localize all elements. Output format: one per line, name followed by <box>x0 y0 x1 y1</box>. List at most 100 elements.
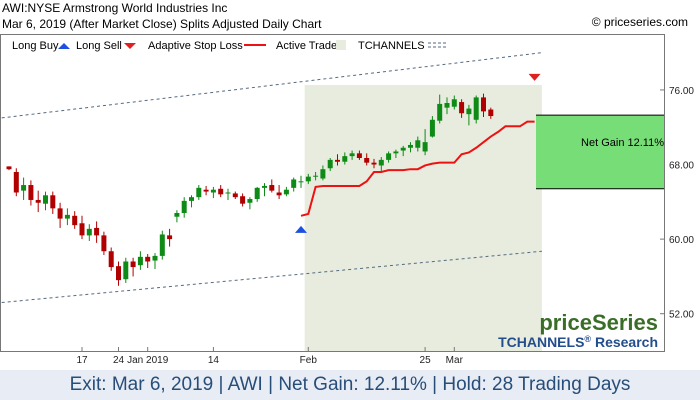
candle-up <box>313 175 319 177</box>
candle-up <box>254 187 260 200</box>
x-tick-label: Mar <box>446 355 464 366</box>
candle-down <box>130 261 136 268</box>
candle-up <box>444 102 450 108</box>
candle-up <box>210 189 216 193</box>
plot-frame <box>0 34 665 352</box>
candle-down <box>108 251 114 268</box>
candle-up <box>437 103 443 121</box>
candle-down <box>481 97 486 112</box>
candle-up <box>349 153 355 157</box>
candle-up <box>86 228 92 236</box>
candle-up <box>400 147 406 151</box>
candle-up <box>43 195 48 204</box>
candle-down <box>371 162 377 165</box>
legend-stop-loss: Adaptive Stop Loss <box>148 40 243 52</box>
candle-up <box>152 255 158 261</box>
candle-down <box>116 266 121 281</box>
candle-down <box>364 158 370 163</box>
candle-down <box>50 195 56 209</box>
candle-up <box>298 181 304 183</box>
candle-down <box>276 192 282 196</box>
copyright-text: © priceseries.com <box>591 15 688 29</box>
candle-up <box>174 213 180 217</box>
x-tick-label: Feb <box>300 355 318 366</box>
candle-up <box>415 140 421 148</box>
candle-up <box>189 197 194 201</box>
candle-up <box>247 199 253 203</box>
candle-down <box>203 189 209 192</box>
candle-up <box>305 176 311 182</box>
candle-up <box>378 159 384 166</box>
brand-logo: priceSeries <box>539 310 658 335</box>
candle-down <box>79 223 85 236</box>
legend: Long Buy Long Sell Adaptive Stop Loss Ac… <box>12 40 446 52</box>
net-gain-label: Net Gain 12.11% <box>581 137 664 149</box>
candle-down <box>167 235 173 240</box>
stop-loss-line <box>300 120 535 217</box>
buy-arrow-icon <box>295 225 307 233</box>
candle-up <box>137 256 143 266</box>
candle-up <box>159 234 165 256</box>
candle-up <box>123 261 129 280</box>
candle-up <box>320 169 326 179</box>
candle-down <box>13 171 19 193</box>
candle-up <box>422 142 428 152</box>
axis-ticks: 52.00 60.00 68.00 76.00 17 24 Jan 2019 14 Feb 25 M… <box>76 86 694 366</box>
candle-down <box>240 196 246 204</box>
candle-down <box>72 215 78 226</box>
y-tick-label: 60.00 <box>669 235 694 246</box>
x-tick-label: 14 <box>208 355 220 366</box>
candle-up <box>342 156 348 162</box>
candle-up <box>386 153 392 160</box>
candle-up <box>429 119 435 137</box>
candles <box>6 93 494 286</box>
candle-down <box>145 256 151 262</box>
candle-down <box>218 188 224 195</box>
legend-long-sell: Long Sell <box>76 40 122 52</box>
brand-product: TCHANNELS® Research <box>498 334 658 350</box>
candle-down <box>356 153 362 159</box>
x-tick-label: Jan 2019 <box>127 355 169 366</box>
x-tick-label: 24 <box>113 355 125 366</box>
candle-down <box>335 159 340 162</box>
candle-down <box>101 235 107 252</box>
channel-upper-line <box>1 52 542 119</box>
channel-lower-line <box>1 250 542 304</box>
x-tick-label: 17 <box>76 355 88 366</box>
sell-arrow-icon <box>528 73 541 81</box>
candle-up <box>196 187 202 198</box>
candle-up <box>393 151 399 154</box>
candle-up <box>473 97 479 120</box>
candle-up <box>283 189 289 195</box>
legend-sell-arrow-icon <box>124 43 136 49</box>
candle-up <box>64 214 70 219</box>
x-tick-label: 25 <box>420 355 432 366</box>
candle-down <box>488 109 494 117</box>
candle-up <box>291 179 297 188</box>
y-tick-label: 52.00 <box>669 310 694 321</box>
candle-down <box>94 227 100 236</box>
active-trade-region <box>304 85 542 351</box>
legend-tchannels: TCHANNELS <box>358 40 425 52</box>
trade-summary-footer: Exit: Mar 6, 2019 | AWI | Net Gain: 12.1… <box>0 370 700 400</box>
legend-active-swatch <box>336 40 346 50</box>
candle-down <box>6 166 12 170</box>
chart-title: AWI:NYSE Armstrong World Industries Inc <box>2 1 228 15</box>
candle-up <box>327 159 333 169</box>
candle-down <box>28 185 34 200</box>
candle-up <box>451 99 457 107</box>
candle-up <box>225 192 231 194</box>
candle-down <box>459 102 465 114</box>
net-gain-box <box>536 115 664 189</box>
chart-subtitle: Mar 6, 2019 (After Market Close) Splits … <box>2 17 322 31</box>
candle-down <box>232 193 238 198</box>
candle-up <box>21 185 27 191</box>
candle-down <box>57 208 63 219</box>
price-chart: 52.00 60.00 68.00 76.00 17 24 Jan 2019 14 Feb 25 M… <box>0 34 694 366</box>
y-tick-label: 76.00 <box>669 86 694 97</box>
legend-long-buy: Long Buy <box>12 40 59 52</box>
legend-active-trade: Active Trade <box>276 40 337 52</box>
legend-buy-arrow-icon <box>58 43 70 49</box>
candle-down <box>35 199 41 203</box>
candle-up <box>408 144 413 148</box>
